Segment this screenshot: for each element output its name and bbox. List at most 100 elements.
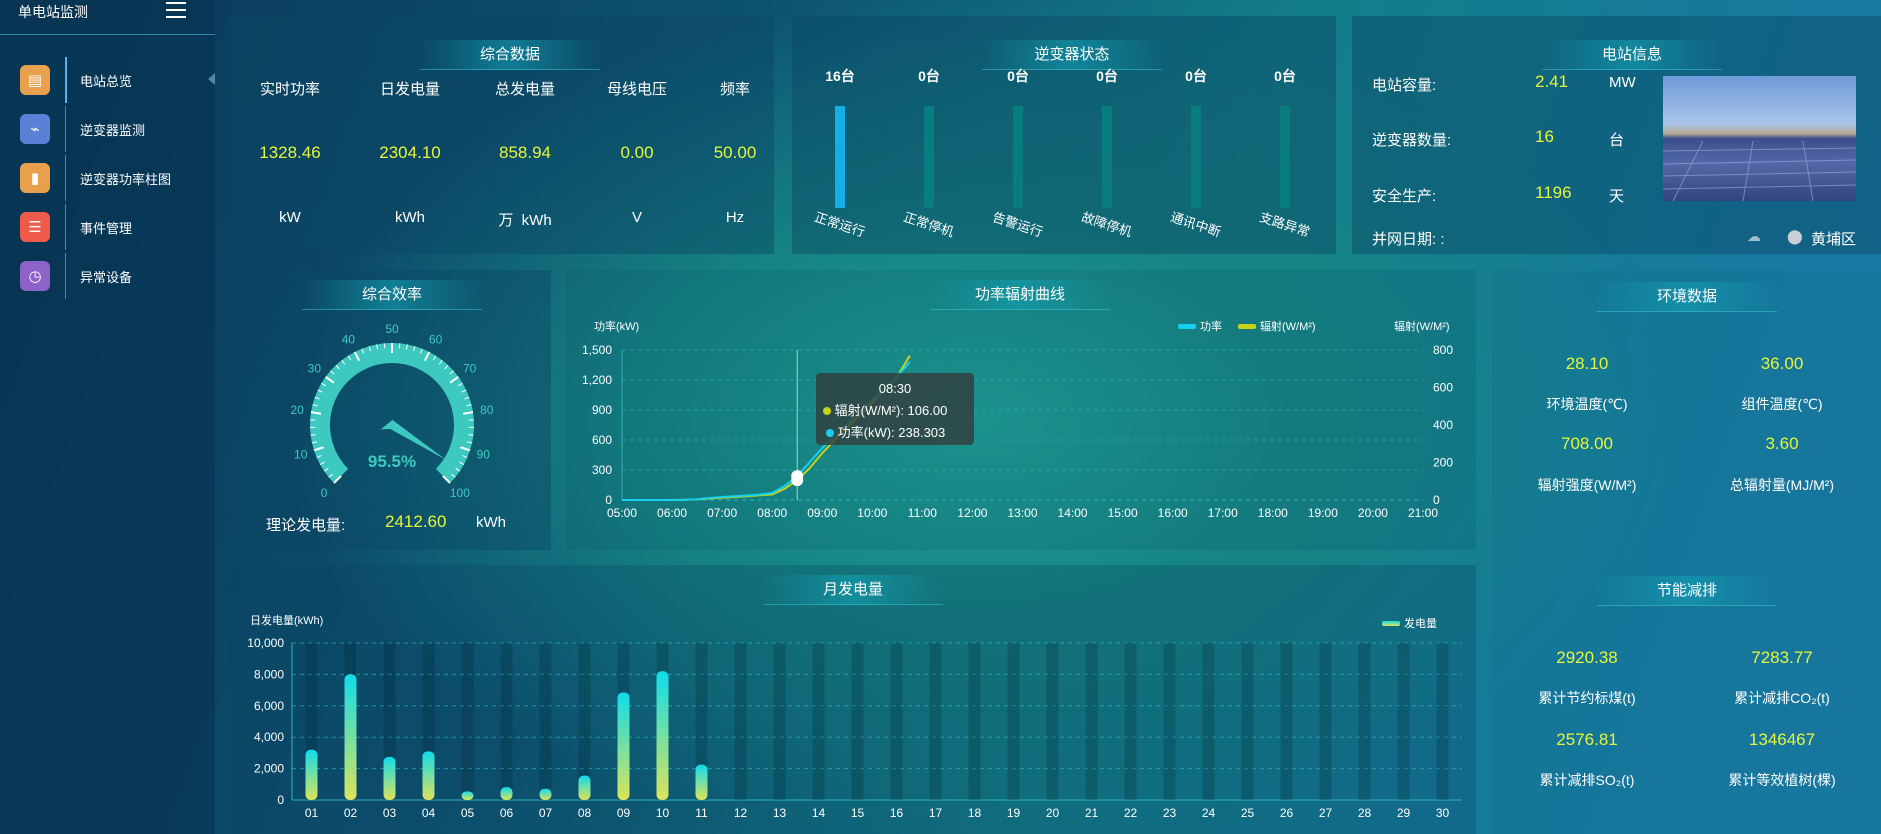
gauge-tick [333,475,342,484]
sidebar-item-label: 逆变器功率柱图 [80,172,172,187]
summary-panel: 综合数据 实时功率 1328.46 kW 日发电量 2304.10 kWh 总发电量 858.… [230,16,774,254]
gauge-tick [419,348,423,354]
env-value: 36.00 [1760,354,1804,373]
x-tick-label: 13 [773,806,787,820]
saving-value: 2920.38 [1556,648,1618,667]
status-count: 0台 [918,68,940,84]
hover-point [791,474,804,487]
bar-background [1163,643,1176,800]
monthly-energy-panel: 月发电量 0 2,000 4,000 6,000 8,000 10,000 日发电量(kWh… [230,565,1476,834]
x-tick-label: 06 [500,806,514,820]
gauge-tick [468,434,474,436]
solar-farm-image [1663,76,1856,201]
gauge-tick-label: 0 [321,486,328,500]
status-bar [1280,106,1290,208]
x-tick-label: 07 [539,806,553,820]
clock-list-icon: ◷ [20,261,50,291]
divider [65,204,66,250]
bar-background [812,643,825,800]
info-label: 安全生产: [1372,188,1437,205]
sidebar-item-2[interactable]: ▮ 逆变器功率柱图 [0,155,215,201]
chart-tooltip: 08:30 辐射(W/M²): 106.00 功率(kW): 238.303 [816,373,974,445]
gauge-tick [330,370,335,375]
sidebar-item-4[interactable]: ◷ 异常设备 [0,253,215,299]
y2-tick-label: 400 [1433,418,1453,432]
bar-08 [578,775,591,800]
gauge-tick-label: 70 [463,362,477,376]
bar-02 [344,674,357,800]
gauge-tick [405,344,408,350]
power-radiation-panel: 功率辐射曲线 0 300 600 900 1,200 1,500 0 200 400 600 800… [566,270,1476,550]
gauge-tick [432,355,437,361]
sidebar-item-0[interactable]: ▤ 电站总览 [0,57,215,103]
y-tick-label: 6,000 [254,699,284,713]
x-tick-label: 16 [890,806,904,820]
gauge-arc [310,343,474,483]
x-tick-label: 11 [695,806,708,820]
x-tick-label: 17 [929,806,943,820]
cloud-icon: ☁ [1747,228,1761,244]
gauge-tick [376,344,379,350]
metric-label: 母线电压 [606,81,668,98]
location-pin-icon: ⬤ [1787,228,1803,244]
app-title: 单电站监测 [18,4,88,20]
x-tick-label: 05:00 [607,506,637,520]
gauge-tick [347,355,352,361]
status-label: 告警运行 [990,209,1045,240]
panel-title: 月发电量 [763,575,943,605]
y-axis-label: 功率(kW) [594,319,639,333]
panel-title: 电站信息 [1542,40,1722,70]
bar-background [1397,643,1410,800]
document-icon: ▤ [20,65,50,95]
sidebar: 单电站监测 ▤ 电站总览 ⌁ 逆变器监测 ▮ 逆变器功率柱图 ☰ 事件管理 ◷ 异常设备 [0,0,215,834]
theory-unit: kWh [476,514,506,531]
y2-tick-label: 600 [1433,381,1453,395]
menu-toggle-icon[interactable] [166,2,186,18]
y-tick-label: 0 [605,493,612,507]
bar-background [500,643,513,800]
x-tick-label: 19 [1007,806,1021,820]
power-radiation-chart[interactable]: 0 300 600 900 1,200 1,500 0 200 400 600 800 05:00 06… [566,270,1476,550]
status-label: 故障停机 [1079,209,1134,240]
x-tick-label: 04 [422,806,436,820]
gauge-tick-label: 100 [450,486,470,500]
bar-background [1280,643,1293,800]
status-count: 0台 [1185,68,1207,84]
gauge-tick [467,441,473,444]
x-tick-label: 28 [1358,806,1372,820]
gauge-tick-label: 10 [294,448,308,462]
gauge-tick [313,446,324,452]
x-tick-label: 23 [1163,806,1177,820]
sidebar-item-3[interactable]: ☰ 事件管理 [0,204,215,250]
x-tick-label: 12 [734,806,748,820]
gauge-tick [325,375,335,384]
x-tick-label: 10 [656,806,670,820]
y-tick-label: 8,000 [254,667,284,681]
info-unit: MW [1609,74,1636,91]
x-tick-label: 27 [1319,806,1333,820]
x-tick-label: 25 [1241,806,1255,820]
y-tick-label: 600 [592,433,612,447]
theory-value: 2412.60 [385,512,447,531]
metric-unit: kW [279,209,301,226]
status-label: 支路异常 [1257,209,1312,240]
saving-value: 2576.81 [1556,730,1618,749]
gauge-tick [317,389,323,393]
x-tick-label: 10:00 [857,506,887,520]
bar-background [1241,643,1254,800]
status-bar [1191,106,1201,208]
saving-label: 累计等效植树(棵) [1728,772,1836,788]
bar-background [695,643,708,800]
x-tick-label: 20:00 [1358,506,1388,520]
x-tick-label: 21:00 [1408,506,1438,520]
panel-title: 功率辐射曲线 [930,280,1110,310]
x-tick-label: 19:00 [1308,506,1338,520]
sidebar-item-1[interactable]: ⌁ 逆变器监测 [0,106,215,152]
info-unit: 台 [1609,132,1625,149]
status-count: 16台 [825,68,855,84]
gauge-tick-label: 30 [308,362,322,376]
monthly-energy-chart[interactable]: 0 2,000 4,000 6,000 8,000 10,000 日发电量(kWh) 01 02… [230,565,1476,834]
bar-03 [383,756,396,800]
x-tick-label: 15 [851,806,865,820]
saving-label: 累计节约标煤(t) [1538,690,1636,706]
